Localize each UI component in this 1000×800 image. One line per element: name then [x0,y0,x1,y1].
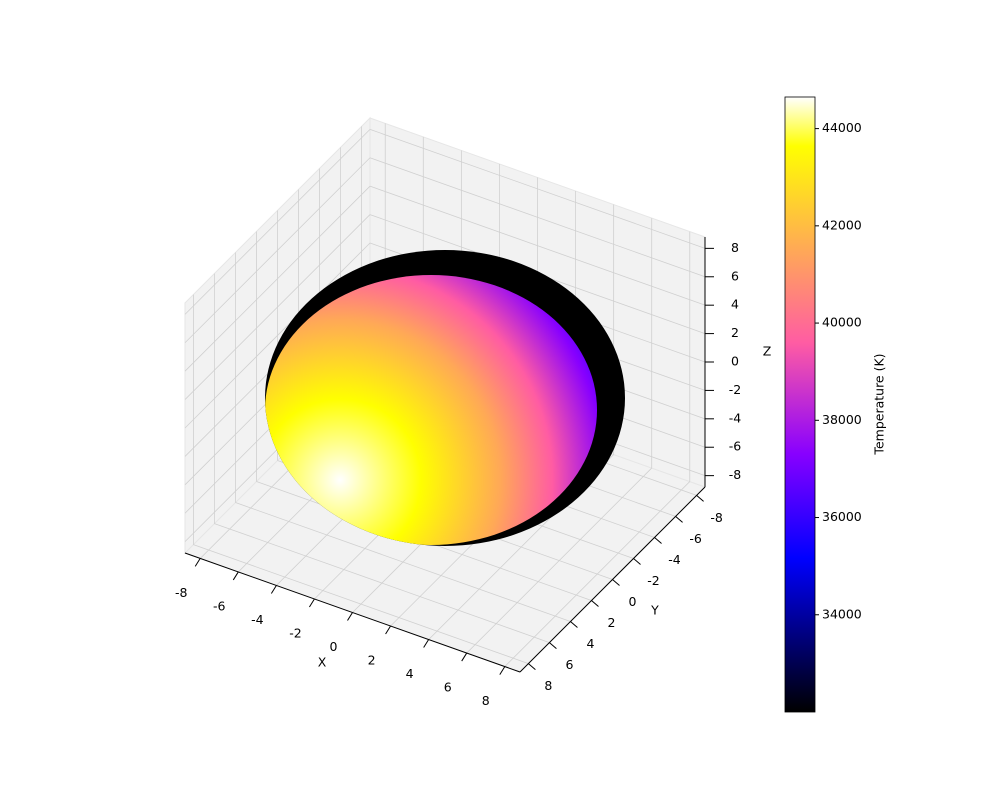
x-axis-label: X [318,655,327,670]
y-tick [591,600,599,607]
grid-line [184,214,371,400]
y-tick [696,495,704,502]
grid-line [193,544,529,664]
x-tick [232,571,239,581]
x-tick-label: -2 [289,625,301,640]
y-tick [549,642,557,649]
y-tick-label: -2 [647,573,659,588]
colorbar-tick-label: 34000 [822,606,862,621]
x-tick [385,625,391,635]
y-tick [675,516,683,523]
x-tick [499,666,506,675]
x-tick-label: -4 [251,612,264,627]
surface-lit [265,275,597,545]
z-tick-label: -2 [729,382,741,397]
y-tick [570,621,578,628]
x-tick [270,585,277,594]
y-tick [654,537,662,544]
y-tick-label: -4 [668,552,681,567]
colorbar-gradient [784,96,816,713]
colorbar-tick-label: 38000 [822,412,862,427]
grid-line [235,502,571,622]
colorbar-tick-label: 44000 [822,120,862,135]
grid-line [369,157,706,278]
z-tick-label: 0 [731,354,739,369]
colorbar-label: Temperature (K) [872,353,887,455]
z-tick-label: 6 [731,268,739,283]
z-tick-label: 4 [731,297,739,312]
x-tick-label: 0 [330,639,338,654]
colorbar-tick-label: 36000 [822,509,862,524]
y-tick [528,663,536,670]
grid-line [184,157,371,344]
y-tick-label: 4 [586,636,594,651]
x-tick-label: 8 [482,693,490,708]
x-tick [423,639,430,648]
z-tick-label: -4 [729,410,742,425]
x-tick-label: -8 [175,585,188,600]
z-axis-label: Z [763,344,772,359]
x-tick-label: -6 [213,598,226,613]
grid-line [184,185,371,372]
colorbar-tick-label: 42000 [822,217,862,232]
y-tick-label: 0 [629,594,637,609]
x-tick [309,598,315,608]
y-tick [633,558,641,565]
grid-line [184,129,371,315]
z-tick-label: 2 [731,325,739,340]
colorbar: 34000 36000 38000 40000 42000 44000 [784,96,862,713]
x-tick-label: 6 [444,680,452,695]
grid-line [369,185,706,306]
x-tick [194,558,201,567]
x-tick [461,652,468,662]
x-tick-label: 4 [406,666,414,681]
x-tick-label: 2 [368,653,376,668]
y-axis-label: Y [650,603,659,618]
z-tick-label: 8 [731,240,739,255]
x-tick [347,612,353,621]
surface [265,250,625,546]
y-tick-label: -6 [689,531,702,546]
y-tick-label: -8 [710,510,723,525]
y-tick [612,579,620,586]
y-tick-label: 6 [565,657,573,672]
z-tick-label: -8 [729,467,742,482]
colorbar-tick-label: 40000 [822,315,862,330]
y-tick-label: 8 [544,678,552,693]
grid-line [214,523,550,643]
grid-line [184,242,371,429]
z-tick-label: -6 [729,439,742,454]
y-tick-label: 2 [608,615,616,630]
grid-line [369,128,706,249]
